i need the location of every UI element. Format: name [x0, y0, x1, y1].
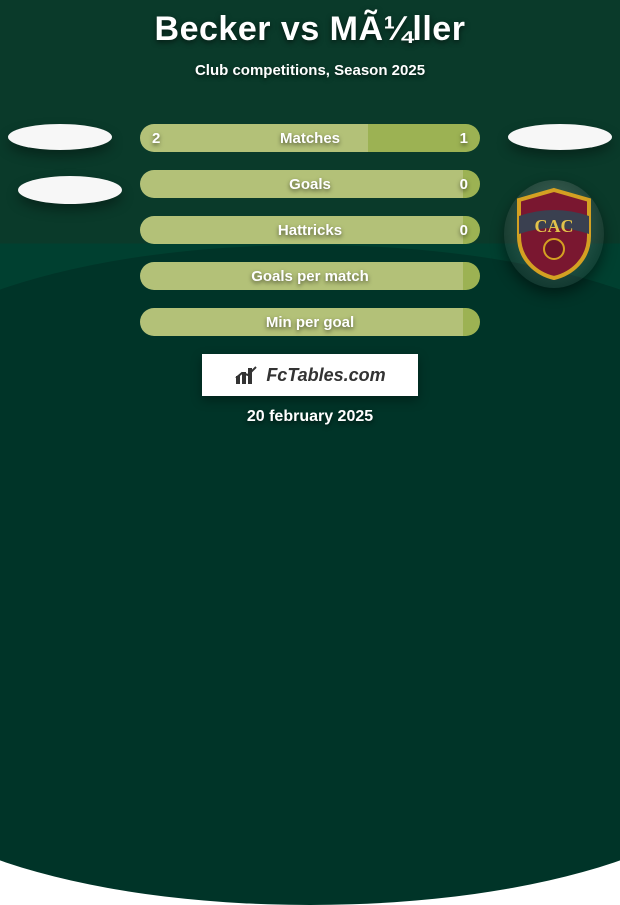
bar-right [368, 124, 480, 152]
bar-right [463, 262, 480, 290]
bar-left [140, 124, 368, 152]
bar-right [463, 170, 480, 198]
stat-row-hattricks: 0 Hattricks [140, 216, 480, 244]
logo-box: FcTables.com [202, 354, 418, 396]
stat-row-mpg: Min per goal [140, 308, 480, 336]
bar-right [463, 216, 480, 244]
crest-letters: CAC [535, 216, 574, 236]
page-subtitle: Club competitions, Season 2025 [0, 62, 620, 79]
bar-left [140, 216, 463, 244]
bar-track [140, 170, 480, 198]
bar-right [463, 308, 480, 336]
stat-row-goals: 0 Goals [140, 170, 480, 198]
bar-track [140, 124, 480, 152]
page-title: Becker vs MÃ¼ller [0, 10, 620, 49]
shield-icon: CAC [511, 186, 597, 282]
logo-text: FcTables.com [266, 365, 385, 386]
date-text: 20 february 2025 [0, 408, 620, 426]
left-avatar-oval-2 [18, 176, 122, 204]
club-crest: CAC [504, 180, 604, 288]
stats-column: 2 1 Matches 0 Goals 0 Hattricks Goals pe… [140, 124, 480, 336]
chart-icon [234, 364, 260, 386]
stat-row-gpm: Goals per match [140, 262, 480, 290]
bar-left [140, 262, 463, 290]
bar-track [140, 216, 480, 244]
bar-track [140, 308, 480, 336]
left-avatar-oval-1 [8, 124, 112, 150]
bar-track [140, 262, 480, 290]
right-avatar-oval-1 [508, 124, 612, 150]
bar-left [140, 170, 463, 198]
bar-left [140, 308, 463, 336]
stat-row-matches: 2 1 Matches [140, 124, 480, 152]
